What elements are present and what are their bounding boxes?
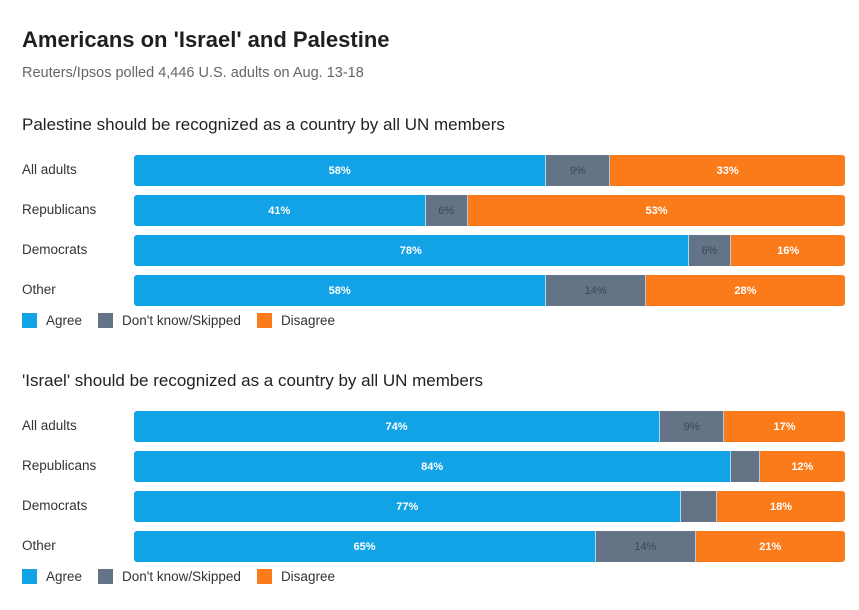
legend-label: Disagree: [280, 569, 335, 584]
bar-segment-agree: 41%: [134, 195, 426, 226]
bar-segment-agree: 58%: [134, 275, 547, 306]
legend-swatch: [256, 569, 272, 584]
legend-swatch: [22, 569, 37, 584]
legend-swatch: [98, 313, 114, 328]
legend-label: Don't know/Skipped: [122, 569, 241, 584]
legend: Agree Don't know/Skipped Disagree: [22, 569, 351, 584]
panel-title: 'Israel' should be recognized as a count…: [22, 371, 483, 390]
legend-item-disagree: Disagree: [256, 313, 335, 328]
legend-label: Agree: [46, 313, 83, 328]
row-label: All adults: [22, 418, 77, 433]
chart-title: Americans on 'Israel' and Palestine: [22, 27, 390, 52]
bar-segment-disagree: 21%: [695, 531, 845, 562]
stacked-bar: 78% 6% 16%: [134, 235, 845, 266]
bar-segment-unsure: 9%: [660, 411, 725, 442]
chart-subtitle: Reuters/Ipsos polled 4,446 U.S. adults o…: [22, 65, 364, 81]
row-label: Republicans: [22, 458, 97, 473]
bar-segment-disagree: 17%: [724, 411, 845, 442]
legend-item-agree: Agree: [22, 313, 82, 328]
stacked-bar: 58% 9% 33%: [134, 155, 845, 186]
bar-segment-unsure: 14%: [596, 531, 696, 562]
row-label: Democrats: [22, 242, 88, 257]
bar-segment-unsure: 14%: [546, 275, 646, 306]
bar-segment-disagree: 16%: [731, 235, 845, 266]
bar-segment-agree: 65%: [134, 531, 597, 562]
bar-segment-disagree: 18%: [717, 491, 845, 522]
stacked-bar: 84% 12%: [134, 451, 845, 482]
panel-title: Palestine should be recognized as a coun…: [22, 115, 505, 134]
bar-segment-agree: 84%: [134, 451, 732, 482]
bar-segment-unsure: 9%: [546, 155, 611, 186]
stacked-bar: 74% 9% 17%: [134, 411, 845, 442]
bar-segment-unsure: 6%: [425, 195, 469, 226]
legend-swatch: [98, 569, 114, 584]
row-label: Republicans: [22, 202, 97, 217]
bar-segment-agree: 58%: [134, 155, 547, 186]
legend-swatch: [256, 313, 272, 328]
legend-item-unsure: Don't know/Skipped: [98, 313, 241, 328]
row-label: All adults: [22, 162, 77, 177]
stacked-bar: 41% 6% 53%: [134, 195, 845, 226]
bar-segment-unsure: [681, 491, 718, 522]
row-label: Other: [22, 538, 56, 553]
bar-segment-unsure: [731, 451, 760, 482]
bar-segment-disagree: 53%: [468, 195, 845, 226]
legend-item-agree: Agree: [22, 569, 82, 584]
legend-swatch: [22, 313, 37, 328]
stacked-bar: 77% 18%: [134, 491, 845, 522]
stacked-bar: 65% 14% 21%: [134, 531, 845, 562]
legend-item-unsure: Don't know/Skipped: [98, 569, 241, 584]
bar-segment-disagree: 33%: [610, 155, 845, 186]
stacked-bar: 58% 14% 28%: [134, 275, 845, 306]
row-label: Democrats: [22, 498, 88, 513]
legend: Agree Don't know/Skipped Disagree: [22, 313, 351, 328]
bar-segment-agree: 78%: [134, 235, 689, 266]
bar-segment-agree: 74%: [134, 411, 661, 442]
bar-segment-unsure: 6%: [688, 235, 732, 266]
legend-label: Don't know/Skipped: [122, 313, 241, 328]
row-label: Other: [22, 282, 56, 297]
legend-item-disagree: Disagree: [256, 569, 335, 584]
legend-label: Agree: [46, 569, 83, 584]
bar-segment-disagree: 28%: [645, 275, 845, 306]
bar-segment-disagree: 12%: [759, 451, 845, 482]
legend-label: Disagree: [280, 313, 335, 328]
bar-segment-agree: 77%: [134, 491, 682, 522]
